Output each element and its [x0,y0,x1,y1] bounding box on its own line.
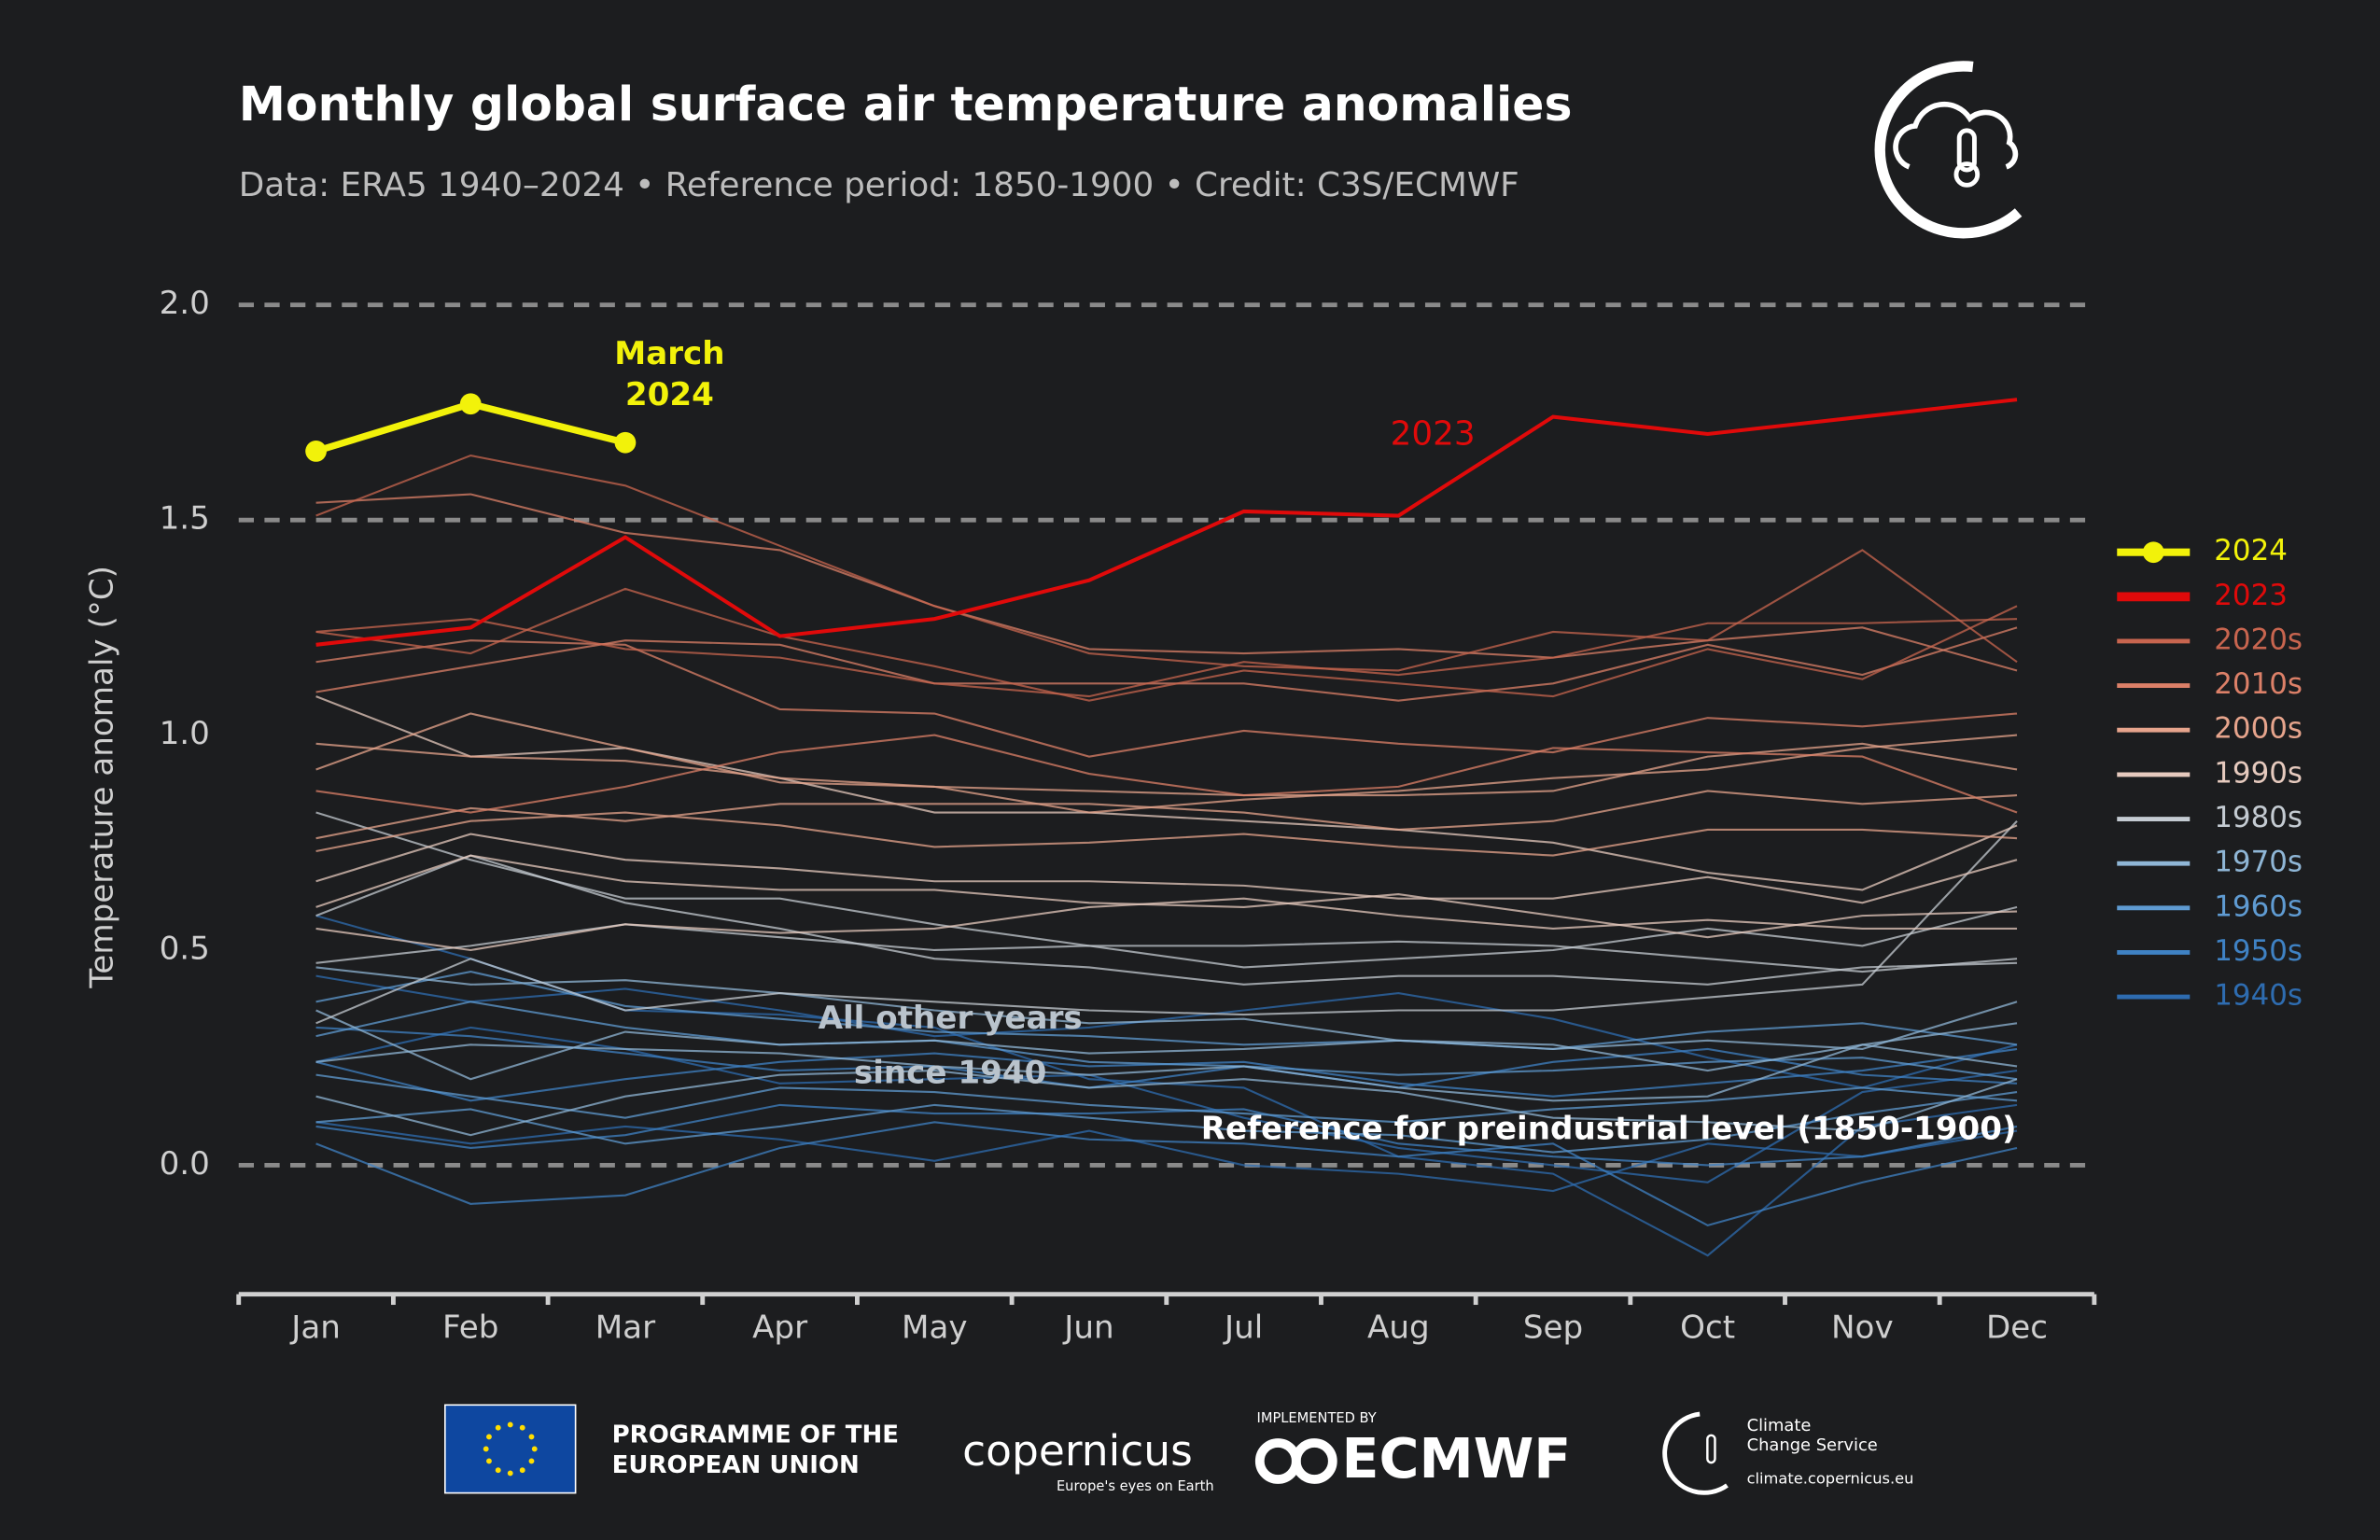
x-tick-label: Mar [595,1309,656,1347]
logo-bulb [1953,161,1981,188]
y-tick-label: 0.0 [160,1145,210,1183]
year-line [315,742,2018,797]
year-line [315,854,2018,939]
year-line [315,854,2018,986]
year-line [315,820,2018,1025]
legend-label: 2010s [2214,667,2303,701]
annotation: 2023 [1391,415,1476,454]
annotation: 2024 [625,376,714,413]
x-tick-label: Jan [289,1309,341,1347]
year-line [315,1091,2018,1154]
annotation: All other years [819,1000,1083,1037]
year-line [315,974,2018,1089]
year-line [315,1009,2018,1081]
year-line [315,1121,2018,1227]
year-line [315,1073,2018,1124]
x-tick-label: Sep [1523,1309,1583,1347]
data-point [614,431,637,454]
chart-subtitle: Data: ERA5 1940–2024 • Reference period:… [239,166,1519,204]
legend-label: 1940s [2214,979,2303,1013]
legend-label: 1980s [2214,801,2303,834]
ecmwf-mark [1291,1438,1337,1484]
year-line [315,712,2018,814]
x-tick-label: May [902,1309,968,1347]
year-line [315,587,2018,702]
year-line [315,493,2018,672]
year-line [315,1022,2018,1102]
legend-label: 2000s [2214,712,2303,746]
c3s-small-thermo [1706,1434,1716,1464]
footer: PROGRAMME OF THE EUROPEAN UNION copernic… [444,1404,1914,1495]
x-tick-label: Jun [1062,1309,1113,1347]
year-line [315,833,2018,904]
year-line [315,811,2018,973]
legend-label: 1950s [2214,934,2303,968]
year-line [315,618,2018,698]
c3s-text: Climate [1747,1416,1812,1435]
year-line [315,897,2018,952]
x-tick-label: Aug [1367,1309,1430,1347]
x-tick-label: Oct [1680,1309,1735,1347]
c3s-text: Change Service [1747,1435,1878,1455]
year-line [315,970,2018,1051]
year-line [315,1121,2018,1193]
x-tick-label: Jul [1223,1309,1263,1347]
y-tick-label: 2.0 [160,285,210,322]
year-line [315,1026,2018,1183]
legend-label: 2024 [2214,534,2288,567]
year-line [315,454,2018,672]
x-tick-label: Nov [1831,1309,1894,1347]
c3s-small-logo [1662,1411,1729,1495]
legend-label: 1990s [2214,756,2303,790]
eu-text: EUROPEAN UNION [612,1451,860,1479]
c3s-logo [1874,61,2023,239]
year-line [315,1069,2018,1137]
c3s-url: climate.copernicus.eu [1747,1469,1914,1487]
eu-text: PROGRAMME OF THE [612,1421,899,1449]
annotation: Reference for preindustrial level (1850-… [1201,1111,2017,1148]
chart-title: Monthly global surface air temperature a… [239,77,1573,132]
year-line [315,1001,2018,1081]
annotation: March [614,335,724,372]
copernicus-tagline: Europe's eyes on Earth [1057,1478,1214,1494]
implemented-by: IMPLEMENTED BY [1257,1410,1377,1426]
x-tick-label: Feb [442,1309,498,1347]
year-line [315,695,2018,891]
plot-area: 2.0 1.5 1.0 0.5 0.0 Jan Feb Mar Apr May Jun Jul Aug S… [160,285,2303,1346]
legend-marker [2142,541,2164,564]
y-tick-label: 1.5 [160,500,210,538]
year-line [315,966,2018,1051]
year-line [315,811,2018,857]
annotation: since 1940 [854,1054,1047,1091]
copernicus-logo: copernicus [962,1426,1193,1476]
legend-label: 2020s [2214,623,2303,656]
legend-label: 2023 [2214,579,2288,612]
year-line [315,1026,2018,1089]
data-point [459,393,482,415]
y-tick-label: 0.5 [160,930,210,967]
year-line [315,790,2018,840]
eu-stars [483,1421,538,1477]
logo-thermometer [1956,128,1977,173]
eu-flag [444,1404,577,1494]
year-line [315,734,2018,814]
legend-label: 1970s [2214,846,2303,879]
data-point [305,441,327,462]
ecmwf-logo: ECMWF [1342,1427,1572,1491]
y-tick-label: 1.0 [160,715,210,752]
logo-cloud [1893,101,2019,170]
x-tick-label: Apr [752,1309,808,1347]
y-axis-label: Temperature anomaly (°C) [84,566,121,989]
logo-arc [1874,61,2023,239]
series-line [315,398,2018,647]
legend-label: 1960s [2214,889,2303,923]
x-tick-label: Dec [1986,1309,2048,1347]
